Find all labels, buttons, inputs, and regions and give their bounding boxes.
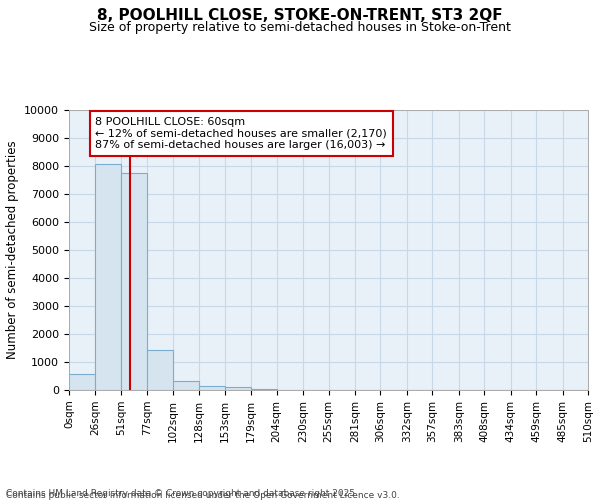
Bar — [251, 389, 277, 390]
Bar — [69, 374, 95, 390]
Text: 8, POOLHILL CLOSE, STOKE-ON-TRENT, ST3 2QF: 8, POOLHILL CLOSE, STOKE-ON-TRENT, ST3 2… — [97, 8, 503, 22]
Text: 8 POOLHILL CLOSE: 60sqm
← 12% of semi-detached houses are smaller (2,170)
87% of: 8 POOLHILL CLOSE: 60sqm ← 12% of semi-de… — [95, 117, 387, 150]
Bar — [121, 173, 148, 390]
Bar — [173, 381, 199, 390]
Bar — [95, 164, 121, 390]
Text: Contains public sector information licensed under the Open Government Licence v3: Contains public sector information licen… — [6, 491, 400, 500]
Bar — [199, 386, 224, 390]
Y-axis label: Number of semi-detached properties: Number of semi-detached properties — [6, 140, 19, 360]
Text: Size of property relative to semi-detached houses in Stoke-on-Trent: Size of property relative to semi-detach… — [89, 22, 511, 35]
Bar — [224, 387, 251, 390]
Bar — [148, 350, 173, 390]
Text: Contains HM Land Registry data © Crown copyright and database right 2025.: Contains HM Land Registry data © Crown c… — [6, 488, 358, 498]
